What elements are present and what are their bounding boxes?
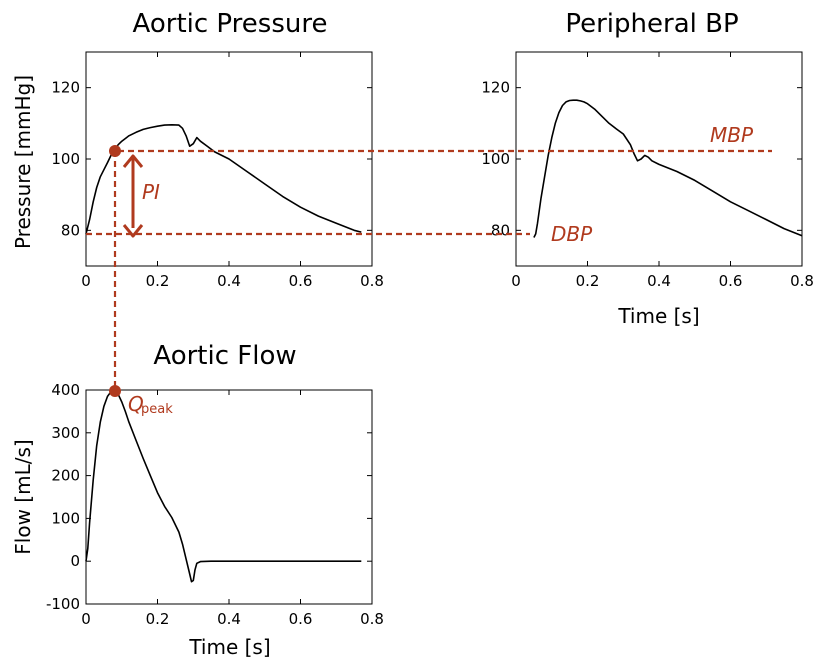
mbp-label: MBP <box>710 123 754 147</box>
peripheral-bp-curve <box>533 99 803 238</box>
annotations: PI MBP DBP Q peak <box>86 123 772 417</box>
y-tick-label: 120 <box>51 79 80 97</box>
x-tick-label: 0.2 <box>576 272 600 290</box>
dbp-label: DBP <box>551 222 593 246</box>
x-tick-label: 0.4 <box>647 272 671 290</box>
peak-subscript: peak <box>141 402 173 417</box>
x-tick-label: 0 <box>81 610 91 628</box>
y-tick-label: 0 <box>70 552 80 570</box>
chart-title-aortic-flow: Aortic Flow <box>153 341 296 371</box>
flow-peak-marker <box>109 385 121 397</box>
ticks-peripheral-bp: 0 0.2 0.4 0.6 0.8 80 100 120 <box>481 52 814 290</box>
x-tick-label: 0.6 <box>719 272 743 290</box>
panel-peripheral-bp: Peripheral BP Time [s] 0 0.2 0.4 0.6 0.8 80 10… <box>481 9 814 328</box>
y-tick-label: 100 <box>481 150 510 168</box>
y-tick-label: 200 <box>51 467 80 485</box>
x-tick-label: 0 <box>511 272 521 290</box>
y-tick-label: 80 <box>61 221 80 239</box>
x-tick-label: 0 <box>81 272 91 290</box>
chart-title-aortic-pressure: Aortic Pressure <box>133 9 328 39</box>
y-tick-label: 100 <box>51 150 80 168</box>
y-tick-label: 80 <box>491 221 510 239</box>
y-tick-label: -100 <box>46 595 80 613</box>
pi-arrow-head-down <box>122 224 144 238</box>
panel-aortic-flow: Aortic Flow Flow [mL/s] Time [s] 0 0.2 0.4… <box>11 341 384 659</box>
panel-aortic-pressure: Aortic Pressure Pressure [mmHg] 0 0.2 0.4 0… <box>11 9 384 290</box>
x-axis-label-aortic-flow: Time [s] <box>188 635 270 659</box>
aortic-flow-curve <box>85 390 362 583</box>
x-tick-label: 0.2 <box>146 610 170 628</box>
x-axis-label-peripheral-bp: Time [s] <box>617 304 699 328</box>
q-label: Q <box>128 392 144 416</box>
pressure-peak-marker <box>109 145 121 157</box>
ticks-aortic-pressure: 0 0.2 0.4 0.6 0.8 80 100 120 <box>51 52 384 290</box>
chart-title-peripheral-bp: Peripheral BP <box>565 9 738 39</box>
x-tick-label: 0.8 <box>360 272 384 290</box>
x-tick-label: 0.4 <box>217 610 241 628</box>
x-tick-label: 0.6 <box>289 610 313 628</box>
y-tick-label: 400 <box>51 381 80 399</box>
pi-label: PI <box>142 180 160 204</box>
pi-arrow-head-up <box>122 154 144 168</box>
x-tick-label: 0.6 <box>289 272 313 290</box>
y-axis-label-flow: Flow [mL/s] <box>11 439 35 554</box>
y-tick-label: 100 <box>51 509 80 527</box>
y-tick-label: 300 <box>51 424 80 442</box>
x-tick-label: 0.4 <box>217 272 241 290</box>
x-tick-label: 0.8 <box>790 272 814 290</box>
y-tick-label: 120 <box>481 79 510 97</box>
y-axis-label-pressure: Pressure [mmHg] <box>11 75 35 249</box>
x-tick-label: 0.8 <box>360 610 384 628</box>
aortic-pressure-curve <box>85 124 362 235</box>
x-tick-label: 0.2 <box>146 272 170 290</box>
